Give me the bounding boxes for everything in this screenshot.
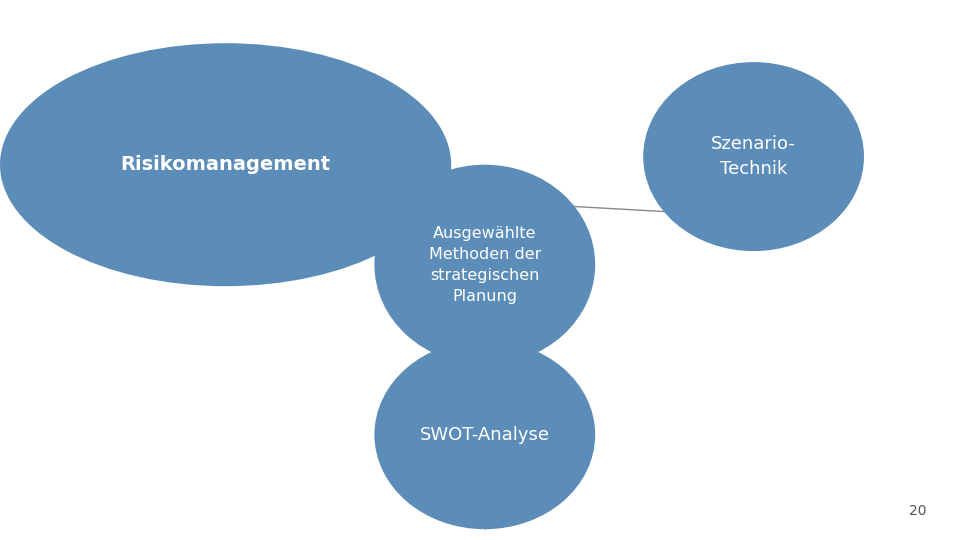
Ellipse shape [374, 165, 595, 364]
Text: Ausgewählte
Methoden der
strategischen
Planung: Ausgewählte Methoden der strategischen P… [428, 226, 541, 303]
Text: SWOT-Analyse: SWOT-Analyse [420, 426, 550, 444]
Ellipse shape [0, 43, 451, 286]
Ellipse shape [374, 340, 595, 529]
Ellipse shape [643, 62, 864, 251]
Text: Risikomanagement: Risikomanagement [121, 155, 330, 174]
Text: 20: 20 [909, 504, 926, 518]
Text: Szenario-
Technik: Szenario- Technik [711, 135, 796, 178]
